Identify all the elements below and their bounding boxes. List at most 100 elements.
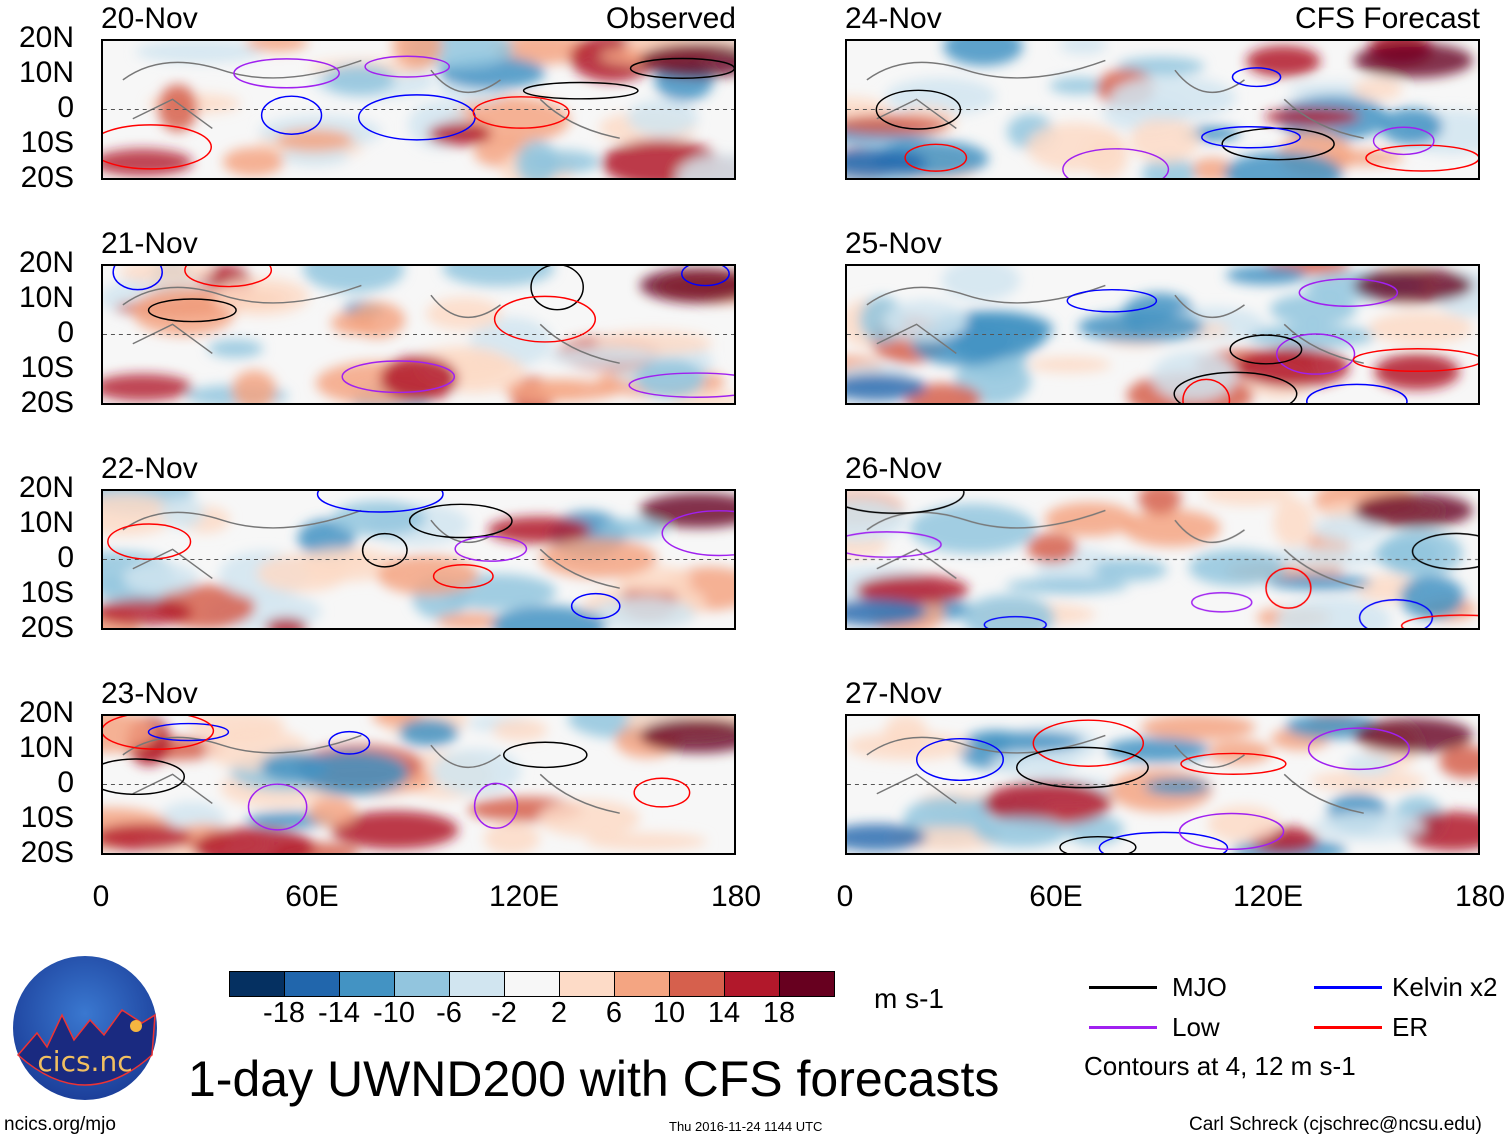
wind-anomaly-region (1122, 509, 1221, 547)
colorbar-units: m s-1 (874, 983, 944, 1014)
wind-anomaly-region (1049, 77, 1108, 95)
wind-anomaly-region (279, 145, 350, 167)
contour-line (454, 535, 528, 562)
wind-anomaly-region (380, 355, 458, 402)
contour-line (1411, 532, 1478, 570)
map-panel (845, 264, 1480, 405)
wind-anomaly-region (524, 149, 600, 174)
wind-anomaly-region (1188, 549, 1286, 587)
contour-line (681, 266, 730, 287)
colorbar-swatch (450, 972, 505, 996)
wind-anomaly-region (487, 516, 591, 544)
wind-anomaly-region (1026, 122, 1126, 172)
wind-anomaly-region (676, 154, 734, 178)
wind-anomaly-region (1059, 41, 1107, 55)
legend-line-low (1089, 1026, 1157, 1029)
wind-anomaly-region (442, 266, 555, 287)
wind-anomaly-region (483, 822, 540, 853)
wind-anomaly-region (599, 518, 667, 539)
colorbar-swatch (725, 972, 780, 996)
contour-line (904, 143, 968, 172)
wind-anomaly-region (492, 718, 548, 741)
wind-anomaly-region (909, 503, 1037, 554)
colorbar-tick-label: 6 (605, 997, 623, 1029)
wind-anomaly-region (427, 122, 492, 146)
wind-anomaly-region (1267, 574, 1372, 591)
wind-anomaly-region (941, 266, 1021, 302)
panel-date: 23-Nov (101, 677, 198, 710)
lat-tick-label: 20N (18, 246, 74, 279)
wind-anomaly-region (1246, 324, 1375, 349)
wind-anomaly-region (1313, 514, 1384, 544)
coastline (122, 509, 620, 589)
panel-date: 26-Nov (845, 452, 942, 485)
contour-line (530, 266, 584, 311)
contour-line (103, 124, 213, 170)
wind-anomaly-region (1092, 558, 1168, 582)
lat-tick-label: 0 (57, 766, 74, 799)
wind-anomaly-region (392, 41, 443, 70)
lat-tick-label: 10S (20, 351, 74, 384)
lat-tick-label: 10S (20, 576, 74, 609)
wind-anomaly-region (1207, 740, 1272, 765)
map-panel (845, 714, 1480, 855)
map-panel (101, 264, 736, 405)
lat-tick-label: 20N (18, 696, 74, 729)
wind-anomaly-region (635, 358, 706, 399)
footer-url[interactable]: ncics.org/mjo (4, 1114, 116, 1135)
wind-anomaly-region (977, 731, 1083, 752)
legend-line-kelvin (1314, 986, 1382, 989)
panel-date: 24-Nov (845, 2, 942, 35)
coastline (866, 734, 1364, 814)
contour-line (1231, 67, 1282, 88)
lat-tick-label: 10N (18, 731, 74, 764)
lat-tick-label: 0 (57, 91, 74, 124)
contour-line (1400, 614, 1478, 628)
colorbar (229, 971, 835, 997)
contour-line (1229, 334, 1303, 365)
lat-tick-label: 10N (18, 506, 74, 539)
lat-tick-label: 20S (20, 386, 74, 419)
contour-line (184, 266, 273, 288)
contour-line (233, 58, 340, 89)
colorbar-swatch (670, 972, 725, 996)
lat-tick-label: 20N (18, 21, 74, 54)
colorbar-swatch (505, 972, 560, 996)
contour-line (1066, 288, 1158, 313)
contour-line (847, 491, 965, 514)
wind-anomaly-region (1044, 502, 1136, 537)
wind-anomaly-region (157, 84, 198, 132)
legend-label-low: Low (1172, 1012, 1220, 1042)
contour-line (112, 266, 163, 291)
wind-anomaly-region (962, 594, 1055, 628)
map-panel (101, 489, 736, 630)
wind-anomaly-region (264, 617, 308, 628)
contour-line (1352, 348, 1478, 372)
contour-line (1306, 383, 1408, 403)
wind-anomaly-region (297, 751, 410, 796)
contour-line (1365, 144, 1478, 172)
lat-tick-label: 10S (20, 126, 74, 159)
wind-anomaly-region (122, 562, 199, 594)
contour-line (1307, 727, 1410, 771)
wind-anomaly-region (432, 748, 522, 795)
coastline (866, 284, 1364, 364)
panel-date: 20-Nov (101, 2, 198, 35)
colorbar-swatch (340, 972, 395, 996)
wind-anomaly-region (257, 554, 349, 593)
wind-anomaly-region (490, 605, 607, 628)
contour-line (633, 777, 691, 808)
wind-anomaly-region (1026, 532, 1078, 564)
colorbar-swatch (395, 972, 450, 996)
footer-author: Carl Schreck (cjschrec@ncsu.edu) (1189, 1114, 1482, 1135)
wind-anomaly-region (1345, 753, 1393, 777)
wind-anomaly-region (1077, 311, 1205, 343)
legend-line-er (1314, 1026, 1382, 1029)
contour-line (361, 532, 408, 568)
colorbar-tick-label: 18 (762, 997, 796, 1029)
wind-anomaly-region (322, 64, 396, 96)
wind-anomaly-region (376, 555, 479, 595)
lon-tick-label: 60E (1029, 880, 1083, 913)
contour-line (1265, 567, 1312, 609)
wind-anomaly-region (991, 750, 1078, 777)
